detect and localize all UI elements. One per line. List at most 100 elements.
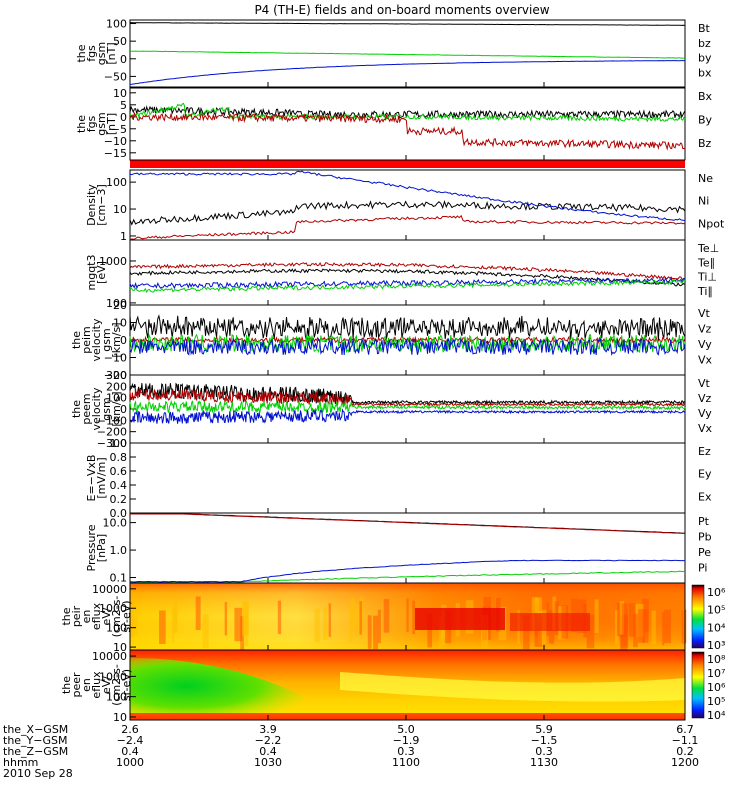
x-tick-label: 1130 [530, 756, 558, 769]
series-line-Vy-elec [129, 399, 686, 415]
y-tick-label: 0 [120, 334, 127, 347]
series-line-bx [129, 60, 686, 85]
colorbar [691, 651, 705, 719]
y-axis-label: eflux [90, 602, 103, 630]
heatmap-streak [651, 610, 656, 645]
series-line-Bt [130, 22, 686, 26]
heatmap-streak [130, 604, 134, 638]
y-tick-label: 0.4 [110, 479, 128, 492]
panel-frame [129, 442, 686, 514]
y-tick-label: 10 [113, 87, 127, 100]
y-axis-label: eV/ [100, 607, 113, 625]
y-axis-label: gsm [100, 397, 113, 420]
y-tick-label: 10 [113, 641, 127, 654]
heatmap-streak [614, 610, 619, 644]
heatmap-streak [622, 603, 628, 637]
colorbar-label: 10⁶ [707, 586, 726, 599]
series-line-Pi [129, 559, 685, 583]
y-tick-label: 0 [120, 111, 127, 124]
x-tick-label: −2.4 [117, 734, 144, 747]
y-tick-label: 1000 [99, 602, 127, 615]
heatmap-streak [628, 603, 636, 637]
x-tick-label: 2.6 [121, 723, 139, 736]
colorbar [691, 584, 705, 649]
colorbar-label: 10⁵ [707, 695, 725, 708]
y-axis-label: velocity [90, 387, 103, 430]
y-tick-label: −50 [104, 70, 127, 83]
heatmap-streak [427, 613, 433, 648]
heatmap-streak [174, 598, 178, 632]
y-axis-label: eflux [90, 671, 103, 699]
y-axis-label: (cm2-s- [110, 596, 123, 638]
heatmap-streak [244, 612, 249, 646]
x-axis-row-label: hhmm [3, 756, 38, 769]
legend-entry-Vy: Vy [698, 338, 712, 351]
panel-p5: 20100−10−20thepeimvelocitygsm[km/s]VtVzV… [70, 299, 713, 382]
y-tick-label: 100 [106, 392, 127, 405]
panel-frame [129, 19, 686, 88]
x-tick-label: 0.2 [676, 745, 694, 758]
x-tick-label: 3.9 [259, 723, 277, 736]
series-line-Vt-ion [129, 314, 686, 342]
y-axis-label: the [60, 676, 73, 694]
x-tick-label: 1100 [392, 756, 420, 769]
y-axis-label: [km/s] [110, 322, 123, 357]
y-tick-label: 0 [120, 53, 127, 66]
heatmap-streak [350, 597, 355, 632]
heatmap-streak [159, 610, 166, 644]
y-axis-label: fgs [85, 45, 98, 62]
heatmap-streak [195, 596, 201, 630]
heatmap-streak [638, 609, 645, 643]
panel-p10: 10000 1000 100 10 thepeerenefluxeV/(cm2-s-sr… [60, 649, 726, 724]
figure-title: P4 (TH-E) fields and on-board moments ov… [254, 3, 549, 17]
legend-entry-Ti∥: Ti∥ [697, 285, 713, 298]
heatmap-streak [328, 603, 332, 637]
y-tick-label: 10000 [92, 650, 127, 663]
y-tick-label: 10000 [92, 583, 127, 596]
y-tick-label: −15 [104, 147, 127, 160]
x-tick-label: −1.1 [672, 734, 699, 747]
y-axis-label: sr-eV) [120, 600, 133, 632]
y-axis-label: Pressure [85, 524, 98, 571]
heatmap-streak [664, 609, 671, 644]
legend-entry-Vt: Vt [698, 307, 711, 320]
series-line-Vz-ion [129, 335, 686, 345]
y-tick-label: 1000 [99, 670, 127, 683]
y-axis-label: sr-eV) [120, 669, 133, 701]
y-axis-label: velocity [90, 318, 103, 361]
heatmap-streak [224, 601, 228, 636]
heatmap-streak [359, 601, 363, 635]
legend-entry-Vx: Vx [698, 354, 713, 367]
y-tick-label: 1.0 [110, 437, 128, 450]
heatmap-streak [277, 600, 282, 635]
y-tick-label: 100 [106, 18, 127, 31]
y-axis-label: the [70, 331, 83, 349]
heatmap-streak [681, 609, 687, 644]
legend-entry-Ex: Ex [698, 490, 712, 503]
legend-entry-Ti⊥: Ti⊥ [697, 271, 717, 284]
y-tick-label: −10 [104, 352, 127, 365]
legend-entry-Vx: Vx [698, 422, 713, 435]
legend-entry-Vt: Vt [698, 377, 711, 390]
x-axis-row-label: the_Z−GSM [3, 745, 68, 758]
y-tick-label: 10.0 [103, 517, 128, 530]
y-tick-label: 5 [120, 99, 127, 112]
heatmap-streak [367, 615, 372, 649]
y-tick-label: 10 [113, 203, 127, 216]
y-axis-label: gsm [95, 112, 108, 135]
red-separator-bar [130, 160, 685, 168]
legend-entry-Pt: Pt [698, 515, 710, 528]
y-tick-label: 0 [120, 403, 127, 416]
y-tick-label: 10 [113, 317, 127, 330]
y-tick-label: 0.2 [110, 493, 128, 506]
legend-entry-Te∥: Te∥ [697, 256, 715, 269]
legend-entry-bz: bz [698, 37, 711, 50]
x-tick-label: 1000 [116, 756, 144, 769]
legend-entry-by: by [698, 52, 712, 65]
panel-frame [129, 649, 686, 721]
x-tick-label: 1030 [254, 756, 282, 769]
legend-entry-Vz: Vz [698, 323, 712, 336]
y-axis-label: [eV] [95, 261, 108, 284]
y-tick-label: 0.8 [110, 451, 128, 464]
y-tick-label: 1.0 [110, 544, 128, 557]
